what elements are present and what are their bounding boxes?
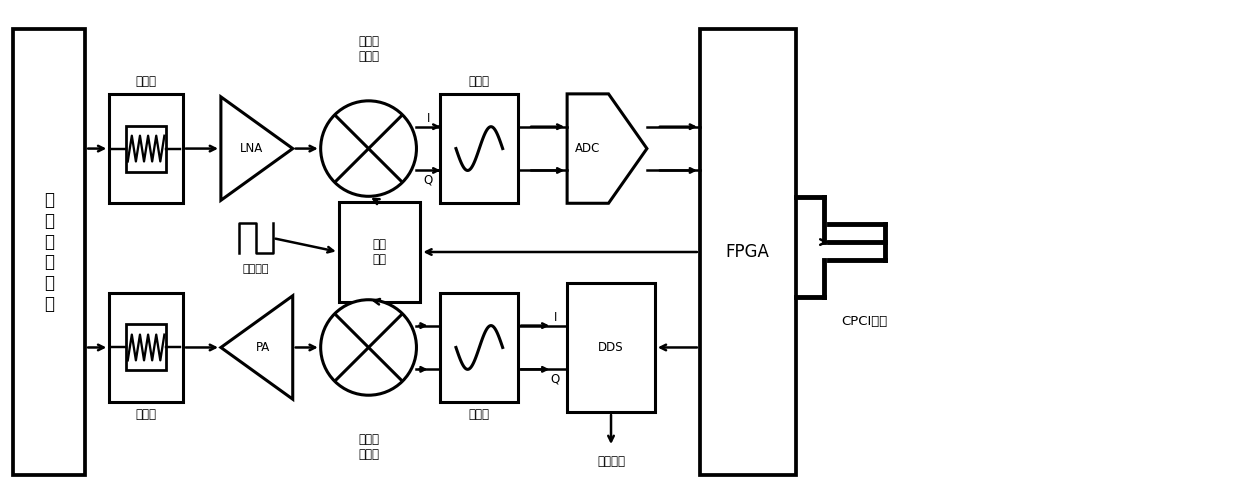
Text: I: I — [427, 112, 430, 125]
Text: 衰减器: 衰减器 — [135, 76, 156, 88]
Bar — [109, 94, 184, 203]
Text: LNA: LNA — [239, 142, 263, 155]
Text: FPGA: FPGA — [725, 243, 770, 261]
Text: 矩
阵
控
制
开
关: 矩 阵 控 制 开 关 — [45, 191, 55, 313]
Bar — [125, 325, 166, 370]
Bar — [440, 94, 518, 203]
Text: 正交上
混频器: 正交上 混频器 — [358, 433, 379, 461]
Text: 触发脉冲: 触发脉冲 — [596, 455, 625, 468]
Text: 滤波器: 滤波器 — [469, 76, 490, 88]
Circle shape — [321, 101, 417, 197]
Polygon shape — [221, 97, 293, 200]
Text: CPCI总线: CPCI总线 — [841, 315, 888, 328]
Polygon shape — [221, 296, 293, 399]
Bar — [14, 29, 86, 475]
Circle shape — [321, 300, 417, 395]
Text: DDS: DDS — [598, 341, 624, 354]
Bar — [567, 283, 655, 412]
Text: 正交下
混频器: 正交下 混频器 — [358, 35, 379, 63]
Text: 参考时钟: 参考时钟 — [243, 264, 269, 274]
Bar — [125, 125, 166, 171]
Bar — [699, 29, 796, 475]
Text: 频综
模块: 频综 模块 — [372, 238, 387, 266]
Bar — [109, 293, 184, 402]
Text: 衰减器: 衰减器 — [135, 408, 156, 421]
Bar — [339, 202, 420, 302]
Text: Q: Q — [424, 174, 433, 187]
Polygon shape — [567, 94, 647, 203]
Bar — [440, 293, 518, 402]
Text: ADC: ADC — [575, 142, 600, 155]
Text: I: I — [553, 311, 557, 324]
Text: Q: Q — [551, 373, 559, 386]
Text: 滤波器: 滤波器 — [469, 408, 490, 421]
Text: PA: PA — [255, 341, 269, 354]
